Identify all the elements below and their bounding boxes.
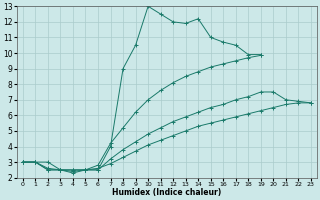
X-axis label: Humidex (Indice chaleur): Humidex (Indice chaleur) — [112, 188, 221, 197]
